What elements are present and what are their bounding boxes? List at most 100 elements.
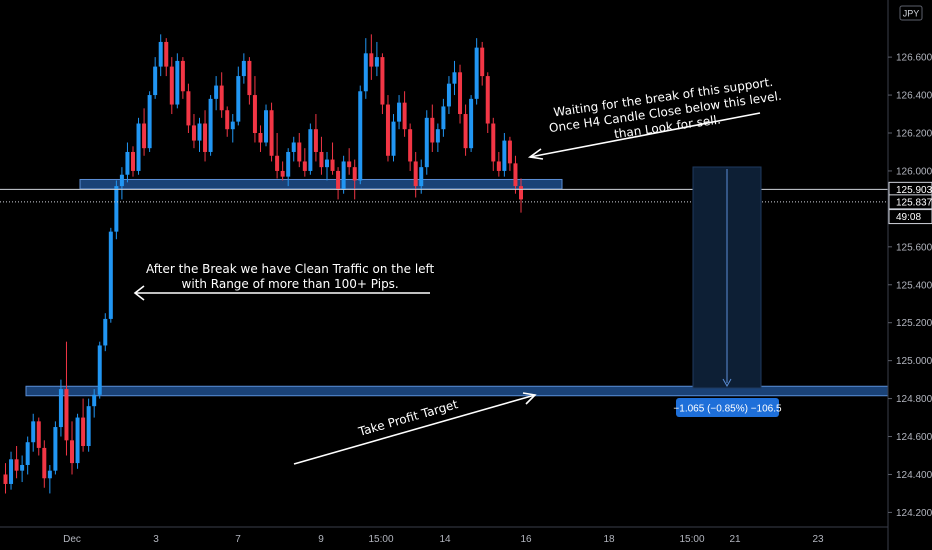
candle-body (286, 151, 291, 177)
candle-body (363, 53, 368, 92)
candle (175, 53, 180, 109)
candle-body (86, 406, 91, 447)
candle-body (36, 421, 41, 448)
candle-body (197, 123, 202, 141)
time-tick-label: 14 (439, 534, 451, 545)
time-tick-label: 15:00 (368, 534, 393, 545)
price-tag-label: 125.837 (896, 197, 932, 208)
candles-layer (3, 34, 523, 494)
candle-body (374, 57, 379, 67)
time-tick-label: 7 (235, 534, 241, 545)
candle-body (241, 60, 246, 77)
candle-body (330, 159, 335, 171)
candle (480, 41, 485, 86)
candle (147, 91, 152, 152)
traffic-note-line1: After the Break we have Clean Traffic on… (146, 262, 435, 276)
candle (297, 133, 302, 168)
candle (319, 136, 324, 175)
candle (507, 136, 512, 171)
candle-body (513, 163, 518, 187)
candle (169, 57, 174, 115)
candle (463, 104, 468, 156)
candle-body (308, 129, 313, 171)
candle (469, 95, 474, 152)
candle-body (502, 140, 507, 171)
price-tick-label: 124.200 (896, 508, 932, 519)
candle-body (3, 474, 8, 484)
candle (419, 159, 424, 194)
time-axis[interactable]: Dec 3 7 9 15:00 14 16 18 21 23 15:00 (0, 526, 888, 545)
measure-tool[interactable]: −1.065 (−0.85%) −106.5 (673, 166, 782, 417)
candle-body (136, 123, 141, 171)
candle (496, 151, 501, 177)
candle-body (297, 142, 302, 162)
candle (219, 72, 224, 118)
candle (58, 379, 63, 437)
candle (352, 159, 357, 200)
candle-body (408, 129, 413, 162)
candle-body (347, 161, 352, 168)
candle (153, 57, 158, 99)
candle (519, 178, 523, 213)
time-tick-label: 15:00 (679, 534, 704, 545)
candle (264, 104, 269, 147)
candle-body (25, 442, 30, 465)
candle (291, 136, 296, 162)
candle-body (319, 151, 324, 168)
candle (70, 421, 75, 475)
price-axis[interactable]: 126.600 126.400 126.200 126.000 125.600 125.4… (887, 0, 932, 550)
candle (313, 114, 318, 162)
price-tick-label: 125.200 (896, 318, 932, 329)
price-tick-label: 124.800 (896, 394, 932, 405)
time-tick-label: 9 (318, 534, 324, 545)
candle-body (81, 417, 86, 447)
candle (197, 117, 202, 152)
candle-body (469, 98, 474, 149)
candle-body (31, 421, 36, 443)
candle (358, 85, 363, 185)
price-tick-label: 126.200 (896, 129, 932, 140)
price-tick-label: 125.600 (896, 242, 932, 253)
candle-body (302, 161, 307, 171)
candle (53, 421, 58, 475)
candle-body (169, 66, 174, 105)
candle (180, 57, 185, 99)
candle (86, 398, 91, 452)
candle (308, 123, 313, 175)
candle-body (14, 459, 19, 471)
candle (3, 463, 8, 494)
price-tick-label: 124.400 (896, 470, 932, 481)
candle-body (419, 167, 424, 187)
candle-body (341, 161, 346, 190)
candle (164, 38, 169, 77)
candle-body (130, 151, 135, 171)
candle (452, 60, 457, 96)
annotation-arrows (133, 112, 761, 465)
candle (374, 41, 379, 77)
candle (119, 167, 124, 200)
candle-body (97, 345, 102, 395)
candle-body (485, 76, 490, 124)
candle-body (258, 133, 263, 143)
candle (363, 38, 368, 99)
candle (402, 91, 407, 137)
candle (64, 341, 69, 456)
candle (391, 114, 396, 162)
candle (142, 108, 147, 156)
candle-body (474, 47, 479, 99)
candle (230, 114, 235, 143)
candle (513, 155, 518, 194)
candle (330, 142, 335, 175)
candle (36, 417, 41, 456)
candle-body (264, 110, 269, 143)
candle-body (142, 123, 147, 149)
candle-body (125, 151, 130, 175)
candle (424, 110, 429, 175)
candle-body (70, 440, 75, 464)
candle-body (352, 167, 357, 181)
candle-body (9, 459, 14, 484)
traffic-note: After the Break we have Clean Traffic on… (146, 262, 434, 292)
